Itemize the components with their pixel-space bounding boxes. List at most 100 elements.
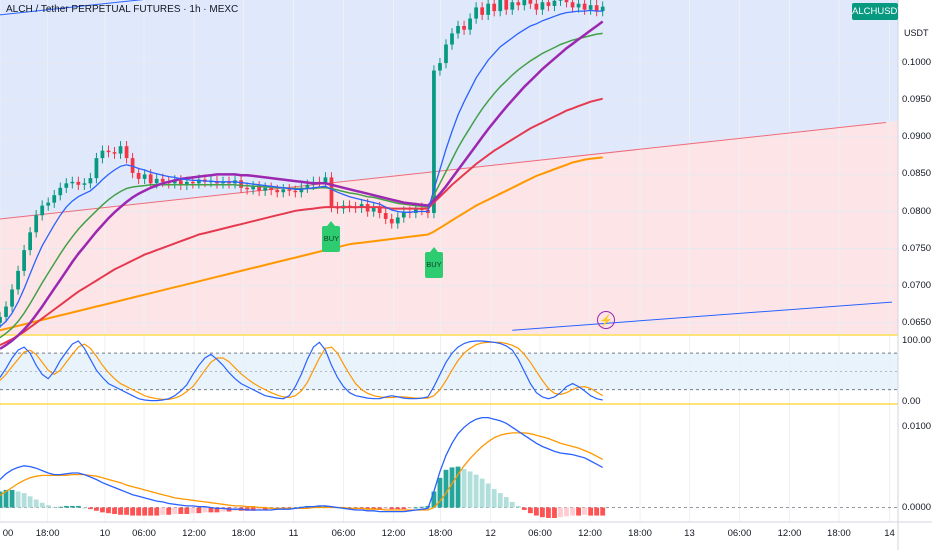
macd-histogram-bar — [570, 507, 575, 516]
upper-zone-fill — [0, 0, 898, 219]
candle-body — [263, 187, 268, 191]
candle-body — [540, 2, 545, 10]
candle-body — [197, 179, 201, 184]
candle-body — [106, 150, 111, 153]
macd-histogram-bar — [100, 507, 105, 513]
lower-trend-line — [512, 301, 893, 331]
candle-body — [564, 0, 569, 3]
macd-histogram-bar — [81, 507, 87, 509]
candle-body — [118, 146, 123, 154]
macd-histogram-bar — [576, 507, 581, 516]
macd-histogram-bar — [509, 501, 515, 508]
price-tick-label: 0.0700 — [902, 279, 932, 291]
candle-body — [558, 0, 563, 1]
candle-body — [148, 174, 153, 184]
macd-histogram-bar — [142, 507, 148, 516]
candle-body — [22, 250, 26, 271]
macd-histogram-bar — [33, 499, 39, 508]
price-tick-label: 0.0950 — [902, 94, 932, 106]
green-ma-line — [0, 32, 603, 339]
candle-body — [154, 178, 159, 184]
macd-histogram-bar — [533, 507, 539, 516]
macd-histogram-bar — [564, 507, 569, 517]
macd-histogram-bar — [21, 493, 27, 508]
time-tick-label: 10 — [99, 528, 111, 539]
candle-body — [28, 232, 33, 251]
candle-body — [432, 70, 436, 214]
time-tick-label: 13 — [684, 528, 695, 539]
time-tick-label: 18:00 — [231, 528, 256, 539]
candle-body — [299, 187, 304, 193]
candle-body — [413, 207, 418, 214]
candle-body — [239, 180, 243, 188]
price-tick-label: 0.0900 — [902, 131, 932, 143]
price-tick-label: 0.0850 — [902, 168, 932, 180]
macd-histogram-bar — [9, 489, 15, 508]
macd-histogram-bar — [455, 466, 461, 508]
price-tick-label: 0.1000 — [902, 57, 932, 69]
macd-histogram-bar — [94, 507, 99, 511]
candle-body — [287, 189, 292, 191]
candle-body — [377, 207, 382, 214]
macd-histogram-bar — [582, 507, 588, 515]
time-tick-label: 18:00 — [827, 528, 851, 539]
macd-histogram-bar — [124, 507, 129, 515]
macd-histogram-bar — [600, 507, 606, 516]
time-tick-label: 06:00 — [727, 528, 752, 539]
macd-histogram-bar — [27, 496, 33, 508]
macd-histogram-bar — [371, 507, 377, 510]
macd-line — [0, 416, 604, 513]
candle-body — [34, 215, 39, 233]
macd-histogram-bar — [395, 507, 401, 510]
candle-body — [269, 187, 274, 191]
candle-body — [172, 180, 177, 184]
macd-histogram-bar — [383, 507, 389, 510]
candle-body — [40, 205, 45, 216]
candle-body — [450, 33, 454, 45]
macd-histogram-bar — [588, 507, 594, 516]
candle-body — [600, 6, 605, 12]
candle-body — [112, 152, 117, 154]
red-ma-line — [0, 97, 603, 347]
macd-histogram-bar — [136, 507, 142, 516]
purple-ma-line — [0, 20, 604, 350]
candle-body — [82, 183, 87, 185]
candle-body — [371, 207, 376, 212]
candle-body — [10, 289, 14, 307]
macd-histogram-bar — [443, 469, 449, 508]
macd-histogram-bar — [160, 507, 166, 515]
price-tick-label: 0.0800 — [902, 205, 932, 217]
orange-ma-line — [0, 156, 603, 332]
macd-histogram-bar — [45, 505, 51, 508]
candle-body — [58, 187, 63, 196]
lightning-icon[interactable]: ⚡ — [597, 311, 615, 329]
time-tick-label: 12:00 — [777, 528, 802, 539]
macd-histogram-bar — [118, 507, 123, 515]
macd-tick-label: 0.0000 — [902, 501, 932, 513]
macd-histogram-bar — [154, 507, 160, 516]
candle-body — [504, 0, 509, 10]
macd-histogram-bar — [63, 505, 69, 508]
macd-histogram-bar — [479, 478, 485, 508]
macd-histogram-bar — [51, 506, 57, 508]
macd-histogram-bar — [148, 507, 154, 516]
stoch-d-line — [0, 341, 604, 400]
candle-body — [588, 5, 593, 10]
candle-body — [576, 3, 581, 8]
macd-histogram-bar — [106, 507, 111, 514]
candle-body — [160, 178, 165, 182]
macd-histogram-bar — [184, 507, 190, 514]
candle-body — [570, 2, 575, 8]
candle-body — [480, 7, 485, 15]
macd-tick-label: 0.0100 — [902, 421, 932, 433]
candle-body — [251, 186, 255, 190]
candle-body — [395, 217, 400, 224]
buy-signal-arrow — [327, 221, 336, 227]
candle-body — [64, 183, 69, 188]
macd-histogram-bar — [244, 507, 250, 511]
candle-body — [124, 146, 129, 159]
macd-histogram-bar — [407, 507, 413, 509]
candle-body — [474, 7, 478, 19]
